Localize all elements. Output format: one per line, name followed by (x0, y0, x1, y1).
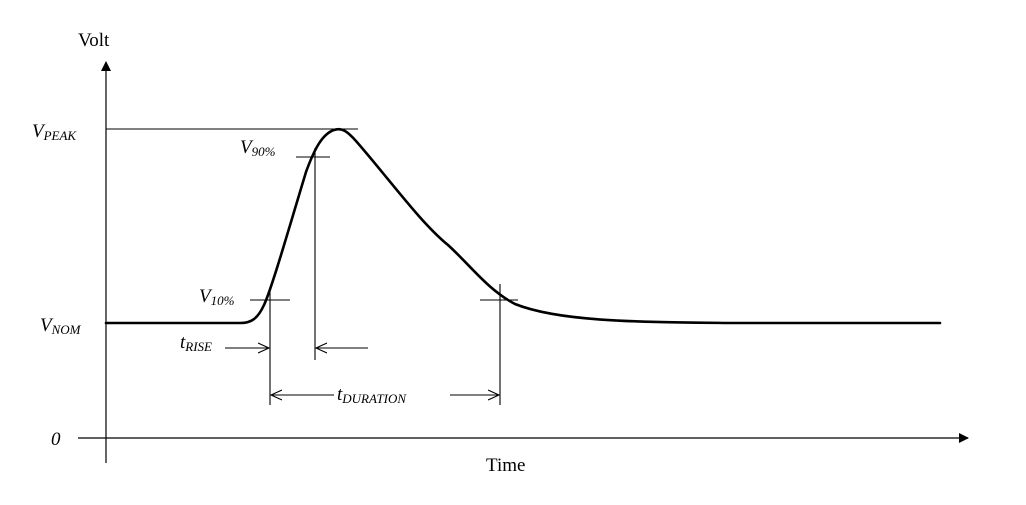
v10-label: V10% (199, 286, 235, 308)
voltage-waveform (104, 127, 942, 325)
v-nom-subscript: NOM (51, 322, 82, 337)
origin-label: 0 (51, 429, 61, 450)
x-axis-label: Time (486, 455, 525, 476)
v90-subscript: 90% (252, 144, 276, 159)
v-peak-subscript: PEAK (43, 128, 78, 143)
v90-label: V90% (240, 137, 276, 159)
v-nom-label: VNOM (40, 315, 82, 337)
v-nom-symbol: V (40, 315, 54, 336)
t-rise-subscript: RISE (184, 339, 212, 354)
y-axis-label: Volt (78, 30, 110, 51)
v90-symbol: V (240, 137, 254, 158)
t-duration-subscript: DURATION (341, 391, 407, 406)
v-peak-symbol: V (32, 121, 46, 142)
v-peak-label: VPEAK (32, 121, 77, 143)
t-rise-label: tRISE (180, 332, 212, 354)
v10-subscript: 10% (211, 293, 235, 308)
t-rise-symbol: t (180, 332, 186, 353)
t-duration-label: tDURATION (337, 384, 407, 406)
v10-symbol: V (199, 286, 213, 307)
t-duration-symbol: t (337, 384, 343, 405)
